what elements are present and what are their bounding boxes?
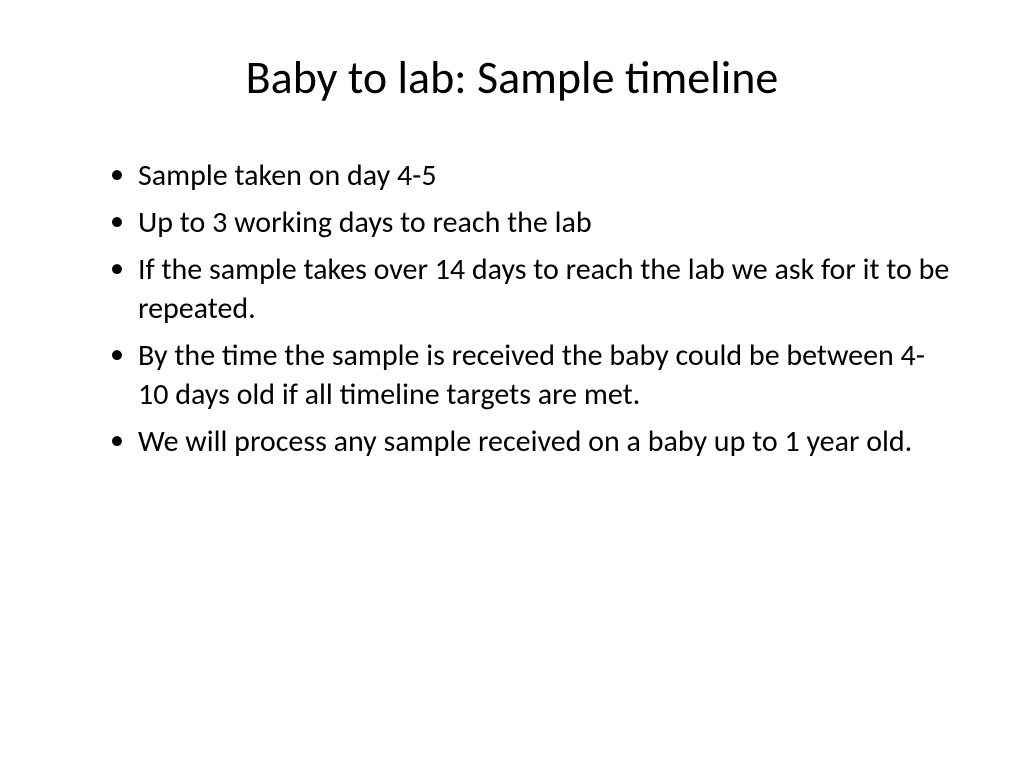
list-item: If the sample takes over 14 days to reac…: [110, 250, 954, 328]
list-item: Sample taken on day 4-5: [110, 156, 954, 195]
bullet-list: Sample taken on day 4-5 Up to 3 working …: [70, 156, 954, 461]
list-item: By the time the sample is received the b…: [110, 336, 954, 414]
list-item: We will process any sample received on a…: [110, 422, 954, 461]
list-item: Up to 3 working days to reach the lab: [110, 203, 954, 242]
slide-title: Baby to lab: Sample timeline: [70, 50, 954, 106]
